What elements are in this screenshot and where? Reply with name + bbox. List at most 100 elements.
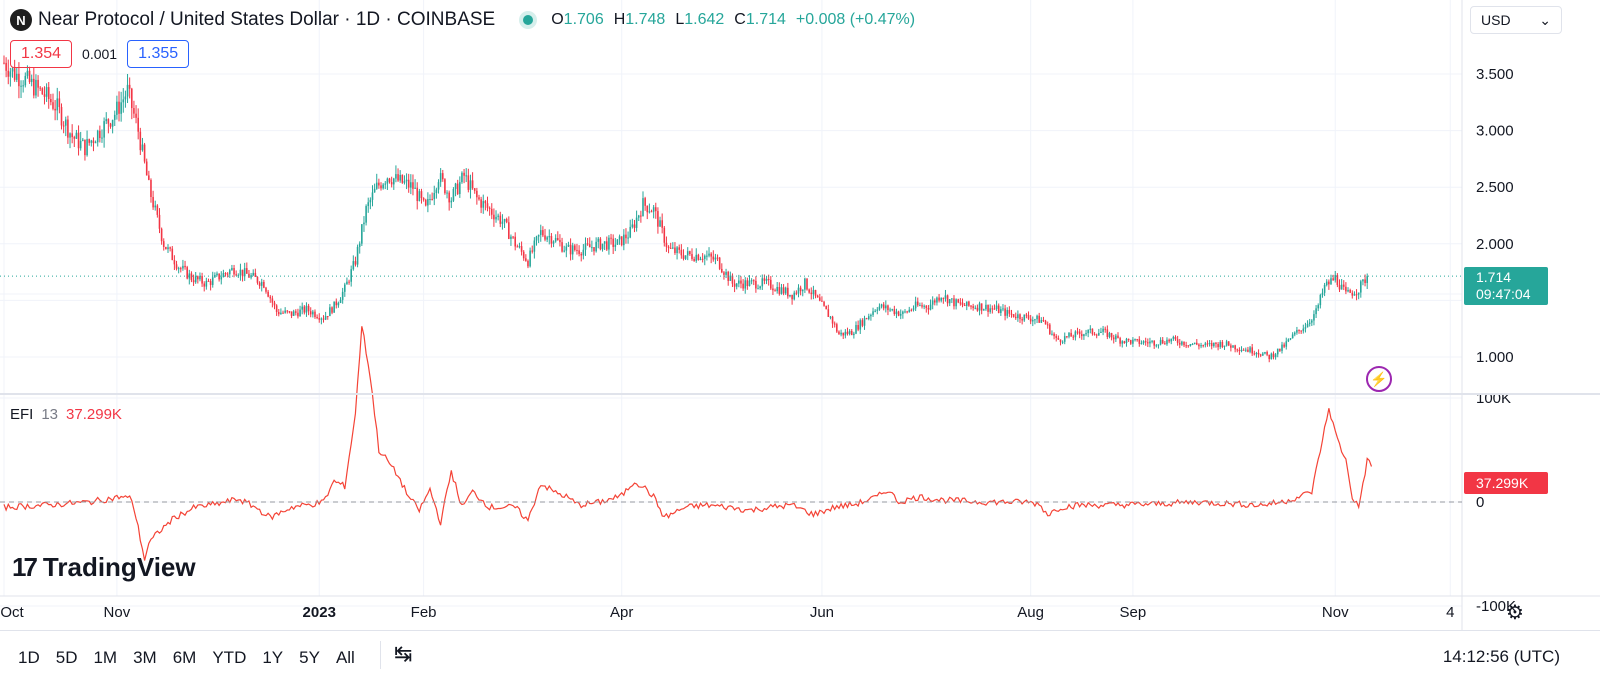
settings-gear-icon[interactable]: ⚙ xyxy=(1506,602,1524,624)
range-5y[interactable]: 5Y xyxy=(299,648,320,667)
sell-button[interactable]: 1.354 xyxy=(10,40,73,68)
candle xyxy=(33,67,35,99)
efi-legend[interactable]: EFI 13 37.299K xyxy=(10,406,122,423)
candle xyxy=(141,137,144,152)
candle-body xyxy=(1298,329,1300,331)
candle xyxy=(28,66,31,84)
candle-body xyxy=(731,275,734,284)
range-all[interactable]: All xyxy=(335,648,355,667)
candle xyxy=(784,286,787,295)
range-1y[interactable]: 1Y xyxy=(262,648,284,667)
candle-body xyxy=(882,304,885,309)
candle-body xyxy=(1014,316,1017,319)
candle-body xyxy=(416,187,419,201)
tradingview-watermark[interactable]: 17 TradingView xyxy=(12,552,196,583)
candle xyxy=(738,274,740,288)
candle xyxy=(103,117,105,148)
candle xyxy=(1217,342,1219,351)
candle-body xyxy=(1012,314,1015,317)
candle xyxy=(226,272,229,278)
candle xyxy=(116,95,118,120)
candle xyxy=(1076,327,1079,335)
candle-body xyxy=(697,254,700,260)
candle-body xyxy=(633,224,636,228)
candle-body xyxy=(1247,349,1249,352)
candle xyxy=(761,274,764,290)
candle xyxy=(559,234,561,247)
candle xyxy=(165,246,167,250)
candle-body xyxy=(778,287,781,294)
market-status-icon[interactable] xyxy=(523,15,534,25)
price-axis-label: 2.000 xyxy=(1476,236,1514,253)
candle xyxy=(908,306,911,313)
candle xyxy=(959,298,962,306)
candle xyxy=(644,196,646,211)
candle xyxy=(275,304,278,316)
candle xyxy=(1153,340,1155,349)
date-range-icon[interactable]: ↹ xyxy=(394,641,413,666)
candle-body xyxy=(243,268,246,277)
x-tick-label: Feb xyxy=(411,604,437,621)
candle-body xyxy=(1091,328,1094,334)
candle-body xyxy=(297,312,299,317)
utc-clock[interactable]: 14:12:56 (UTC) xyxy=(1442,647,1560,666)
range-3m[interactable]: 3M xyxy=(133,648,157,667)
candle xyxy=(405,173,408,190)
candle-body xyxy=(710,253,712,257)
candle-body xyxy=(944,295,947,299)
candle xyxy=(1151,340,1153,344)
candle-body xyxy=(701,258,704,260)
candle xyxy=(659,216,661,227)
candle-body xyxy=(92,140,95,143)
buy-button[interactable]: 1.355 xyxy=(127,40,190,68)
candle xyxy=(414,179,416,189)
candle xyxy=(925,305,928,313)
currency-select[interactable]: USD ⌄ xyxy=(1470,6,1562,34)
range-6m[interactable]: 6M xyxy=(172,648,197,667)
quote-row: 1.354 0.001 1.355 xyxy=(10,40,190,68)
candle xyxy=(52,93,54,111)
candle-body xyxy=(1196,342,1198,345)
range-5d[interactable]: 5D xyxy=(55,648,78,667)
candle-body xyxy=(1168,339,1170,342)
candle-body xyxy=(1198,344,1200,347)
candle-body xyxy=(603,241,606,244)
candle-body xyxy=(1206,343,1209,345)
candle-body xyxy=(1193,342,1196,344)
candle-body xyxy=(1123,341,1126,344)
candle xyxy=(693,256,695,262)
candle xyxy=(1249,345,1251,354)
candle-body xyxy=(26,70,29,76)
candle-body xyxy=(444,179,446,194)
candle-body xyxy=(205,280,208,287)
candle xyxy=(407,173,410,193)
candle xyxy=(92,137,95,152)
candle-body xyxy=(9,71,12,77)
candle xyxy=(1353,291,1356,296)
range-1m[interactable]: 1M xyxy=(93,648,118,667)
efi-name: EFI xyxy=(10,406,34,423)
candle-body xyxy=(823,301,825,306)
range-ytd[interactable]: YTD xyxy=(212,648,247,667)
candle-body xyxy=(456,183,459,195)
range-1d[interactable]: 1D xyxy=(18,648,40,667)
candle-body xyxy=(708,253,710,256)
candle-body xyxy=(37,79,39,88)
candle xyxy=(1132,337,1134,348)
candle xyxy=(1110,332,1113,341)
candle xyxy=(593,247,595,256)
candle xyxy=(518,242,521,249)
chart-canvas[interactable]: Oct Nov 2023 Feb Apr Jun Aug Sep Nov 4 1.000 2.000 2… xyxy=(0,0,1600,630)
candle-body xyxy=(991,308,994,310)
candle-body xyxy=(482,201,485,208)
candle-body xyxy=(929,304,932,310)
symbol-title[interactable]: Near Protocol / United States Dollar · 1… xyxy=(38,9,496,30)
candle xyxy=(695,248,698,263)
candle xyxy=(37,75,39,97)
candle-body xyxy=(674,247,676,254)
candle xyxy=(1276,348,1279,358)
candle-body xyxy=(610,237,612,239)
candle-body xyxy=(505,219,508,223)
candle xyxy=(867,313,870,321)
lightning-icon[interactable]: ⚡ xyxy=(1366,366,1392,392)
